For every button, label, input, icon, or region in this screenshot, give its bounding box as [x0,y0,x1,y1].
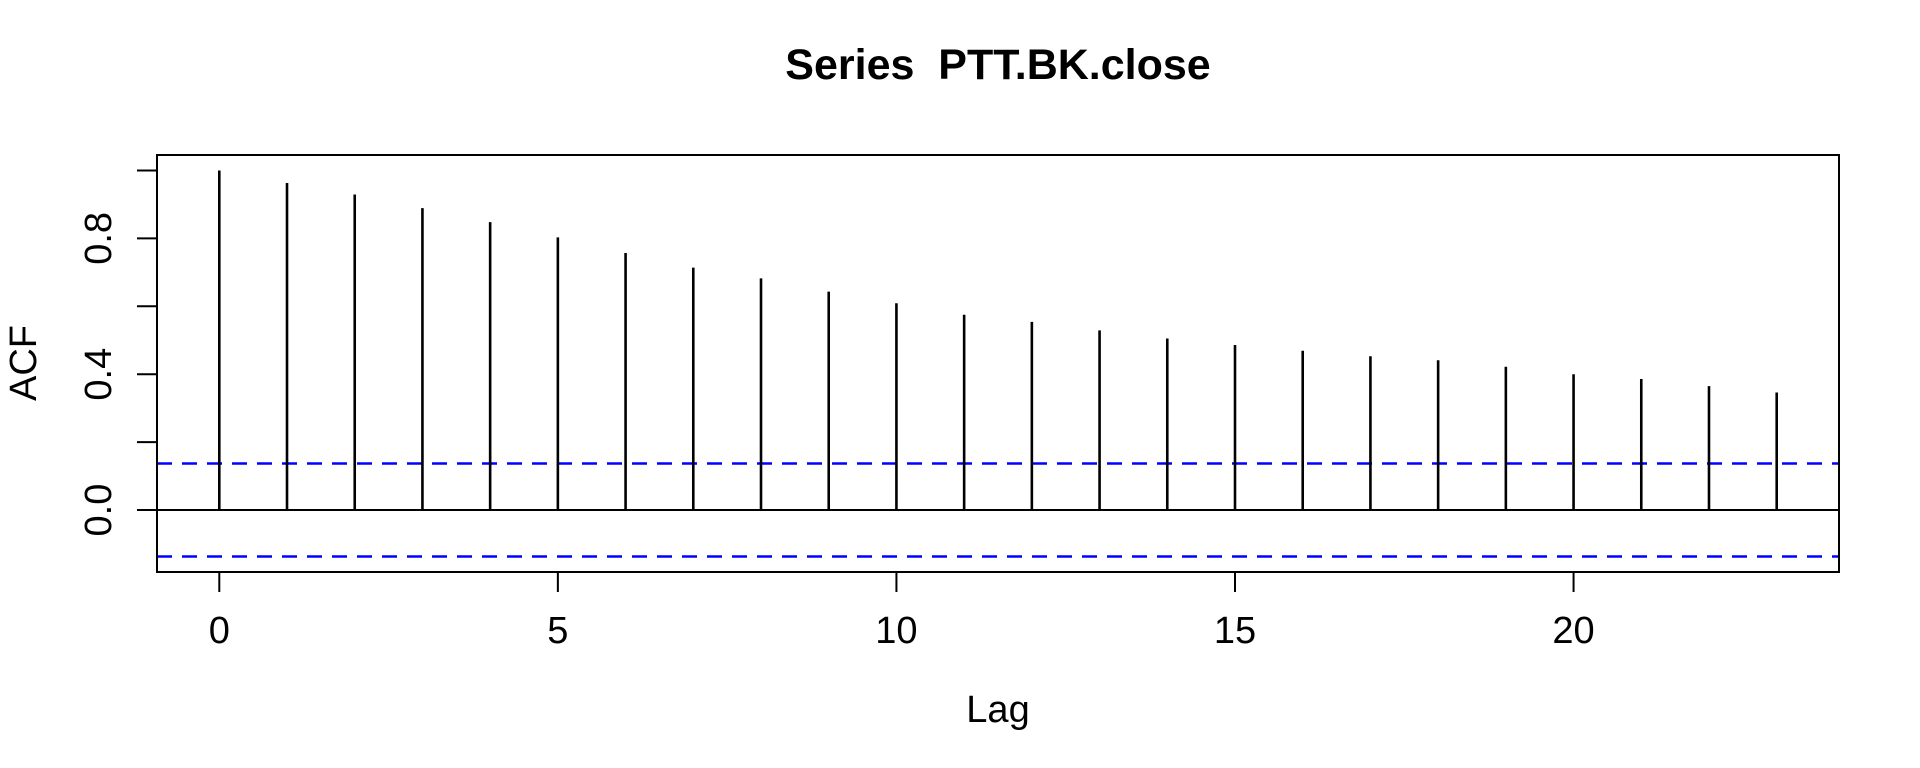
x-tick-label: 15 [1214,610,1256,652]
plot-content: 0 5 10 15 20 0.0 0.4 0.8 [78,154,1840,652]
x-axis-label: Lag [966,689,1029,731]
plot-frame [156,154,1840,573]
x-tick-label: 5 [547,610,568,652]
x-tick-label: 10 [875,610,917,652]
y-axis-label: ACF [3,325,45,401]
chart-title: Series PTT.BK.close [785,41,1210,89]
y-tick-label: 0.4 [78,348,120,401]
x-tick-label: 0 [209,610,230,652]
y-tick-label: 0.0 [78,484,120,537]
y-tick-label: 0.8 [78,212,120,265]
x-tick-label: 20 [1552,610,1594,652]
